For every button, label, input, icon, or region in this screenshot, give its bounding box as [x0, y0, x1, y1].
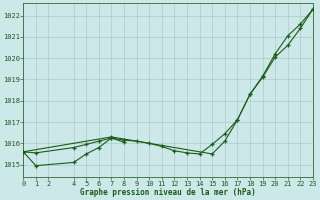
X-axis label: Graphe pression niveau de la mer (hPa): Graphe pression niveau de la mer (hPa) — [80, 188, 256, 197]
